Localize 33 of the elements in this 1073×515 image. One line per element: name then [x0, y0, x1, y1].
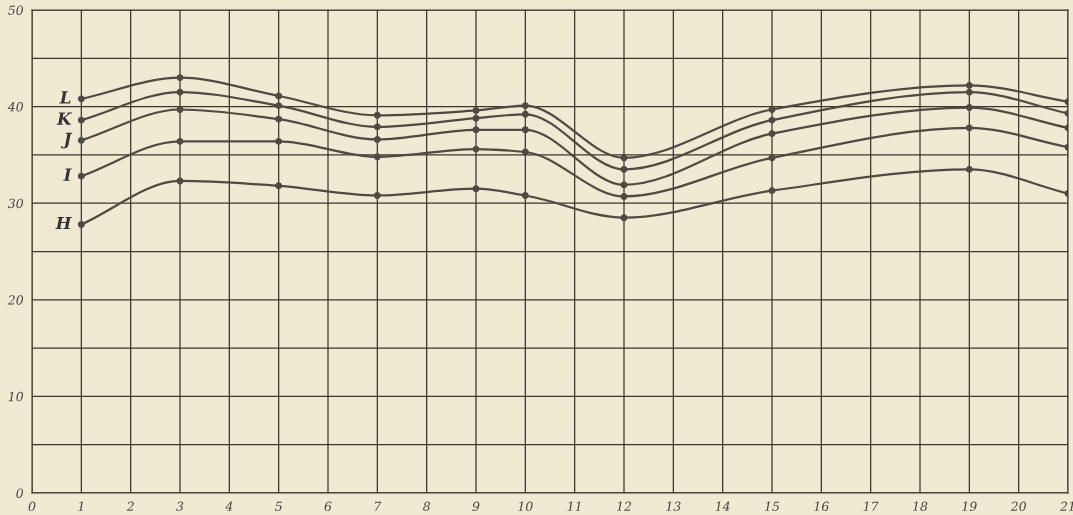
series-label: L: [59, 91, 71, 104]
x-tick-label: 11: [567, 501, 581, 511]
y-tick-label: 50: [8, 5, 24, 15]
y-tick-label: 20: [7, 295, 24, 305]
x-tick-label: 4: [225, 501, 233, 511]
x-tick-label: 14: [715, 501, 730, 511]
x-tick-label: 2: [126, 501, 134, 511]
series-label: J: [60, 132, 73, 149]
x-tick-label: 8: [423, 501, 431, 512]
x-tick-label: 17: [863, 501, 879, 511]
x-tick-label: 0: [28, 501, 36, 512]
x-tick-label: 1: [78, 501, 83, 511]
x-tick-label: 18: [912, 501, 928, 512]
x-tick-label: 15: [764, 501, 780, 512]
y-tick-label: 30: [7, 198, 24, 209]
series-label: K: [56, 112, 73, 125]
x-tick-label: 3: [176, 501, 184, 512]
series-label: I: [63, 168, 72, 181]
x-tick-label: 5: [274, 501, 282, 512]
y-tick-label: 10: [8, 391, 24, 402]
series-label: H: [55, 216, 72, 230]
x-tick-label: 21: [1060, 501, 1073, 511]
x-tick-label: 20: [1010, 501, 1026, 512]
x-tick-label: 10: [518, 501, 533, 512]
x-tick-label: 16: [814, 501, 829, 512]
x-tick-label: 6: [324, 501, 332, 512]
x-tick-label: 9: [472, 501, 480, 512]
x-tick-label: 19: [962, 501, 977, 512]
x-tick-label: 7: [374, 501, 382, 511]
x-tick-label: 13: [666, 501, 681, 512]
x-tick-label: 12: [616, 501, 632, 511]
y-tick-label: 0: [16, 488, 24, 498]
y-tick-label: 40: [7, 102, 24, 112]
